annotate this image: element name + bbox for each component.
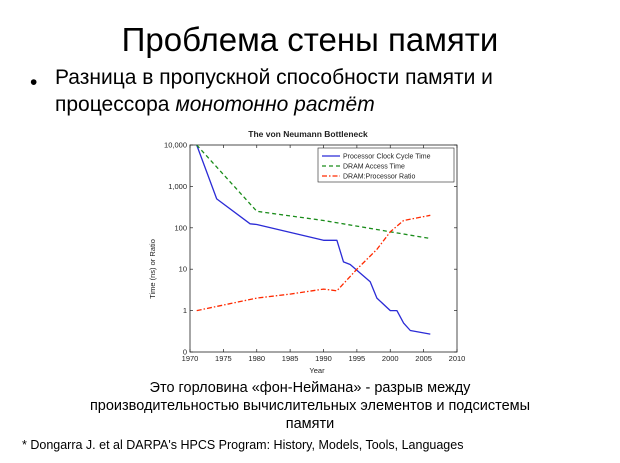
x-tick-label: 1990 (315, 354, 332, 363)
caption-line-2: производительностью вычислительных элеме… (89, 398, 531, 414)
series-line-3 (196, 214, 431, 312)
x-tick-label: 2005 (415, 354, 432, 363)
series-line-2 (196, 144, 431, 240)
bullet-marker: • (30, 71, 38, 94)
x-tick-label: 1985 (282, 354, 299, 363)
y-tick-label: 10 (179, 265, 187, 274)
bullet-emphasis: монотонно растёт (175, 93, 375, 116)
x-tick-label: 2010 (449, 354, 466, 363)
y-tick-label: 0 (183, 348, 187, 357)
y-tick-label: 10,000 (164, 141, 187, 150)
x-tick-label: 1970 (182, 354, 199, 363)
legend-label-3: DRAM:Processor Ratio (343, 174, 415, 181)
legend-label-1: Processor Clock Cycle Time (343, 154, 431, 161)
footnote: * Dongarra J. et al DARPA's HPCS Program… (22, 438, 464, 452)
x-axis-label: Year (309, 366, 325, 375)
x-tick-label: 1980 (248, 354, 265, 363)
y-tick-label: 1,000 (168, 182, 187, 191)
caption-line-1: Это горловина «фон-Неймана» - разрыв меж… (149, 380, 471, 396)
y-tick-label: 100 (174, 223, 187, 232)
caption-line-3: памяти (285, 416, 335, 432)
series-line-1 (196, 144, 431, 335)
chart-title: The von Neumann Bottleneck (248, 129, 368, 139)
legend-box (317, 147, 455, 183)
x-tick-label: 1975 (215, 354, 232, 363)
x-tick-label: 1995 (349, 354, 366, 363)
slide-title: Проблема стены памяти (121, 21, 499, 58)
von-neumann-chart: The von Neumann Bottleneck Time (ns) or … (148, 129, 465, 375)
y-tick-label: 1 (183, 306, 187, 315)
x-tick-label: 2000 (382, 354, 399, 363)
bullet-text: Разница в пропускной способности памяти … (55, 64, 605, 118)
chart-caption: Это горловина «фон-Неймана» - разрыв меж… (20, 379, 600, 433)
legend-label-2: DRAM Access Time (343, 164, 405, 171)
y-axis-label: Time (ns) or Ratio (148, 239, 157, 299)
plot-area: 1970 1975 1980 1985 1990 1995 2000 2005 2010 0 1 10… (164, 141, 465, 364)
bullet-main-text: Разница в пропускной способности памяти … (55, 66, 493, 116)
